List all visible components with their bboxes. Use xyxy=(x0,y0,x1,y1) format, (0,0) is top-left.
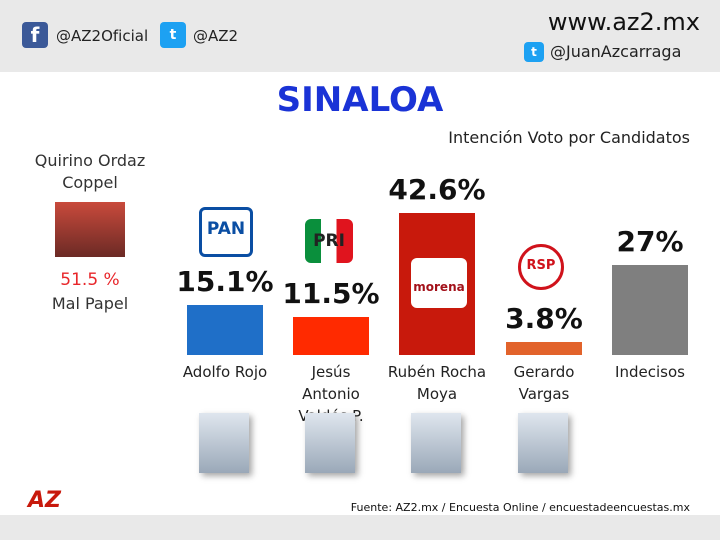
governor-rating: 51.5 % xyxy=(60,270,120,290)
header-bar xyxy=(0,0,720,72)
value-label: 42.6% xyxy=(388,173,486,207)
twitter-handle: @AZ2 xyxy=(193,27,239,45)
candidate-photo xyxy=(411,413,461,473)
governor-rating-label: Mal Papel xyxy=(51,294,129,313)
value-label: 11.5% xyxy=(282,276,380,310)
site: www.az2.mx xyxy=(547,8,700,36)
candidate-photo xyxy=(305,413,355,473)
candidate-photo xyxy=(199,413,249,473)
bar xyxy=(506,342,582,355)
facebook-icon: f xyxy=(22,22,48,48)
value-label: 3.8% xyxy=(505,302,583,336)
category-label: Rubén Rocha Moya xyxy=(387,363,487,403)
bar xyxy=(293,316,369,355)
chart-subtitle: Intención Voto por Candidatos xyxy=(448,128,690,147)
governor-name: Quirino Ordaz Coppel xyxy=(34,151,146,192)
category-label: Indecisos xyxy=(615,363,685,381)
footer-bar xyxy=(0,515,720,540)
value-label: 27% xyxy=(616,225,684,259)
candidate-photo xyxy=(518,413,568,473)
category-label: Adolfo Rojo xyxy=(182,363,268,381)
source: Fuente: AZ2.mx / Encuesta Online / encue… xyxy=(350,501,690,514)
bar xyxy=(187,304,263,355)
facebook-handle: @AZ2Oficial xyxy=(56,27,149,45)
bar xyxy=(612,265,688,355)
party-logo: morena xyxy=(411,258,467,309)
governor-photo xyxy=(55,202,125,257)
twitter-icon: t xyxy=(524,42,544,62)
az2-logo: AZ xyxy=(28,488,61,513)
party-logo: RSP xyxy=(518,244,564,291)
party-logo: PAN xyxy=(199,206,253,257)
chart-title: SINALOA xyxy=(276,80,444,120)
author-handle: @JuanAzcarraga xyxy=(550,42,682,61)
party-logo: PRI xyxy=(305,218,353,263)
category-label: Gerardo Vargas xyxy=(513,363,575,403)
value-label: 15.1% xyxy=(176,264,274,298)
twitter-icon: t xyxy=(160,22,186,48)
